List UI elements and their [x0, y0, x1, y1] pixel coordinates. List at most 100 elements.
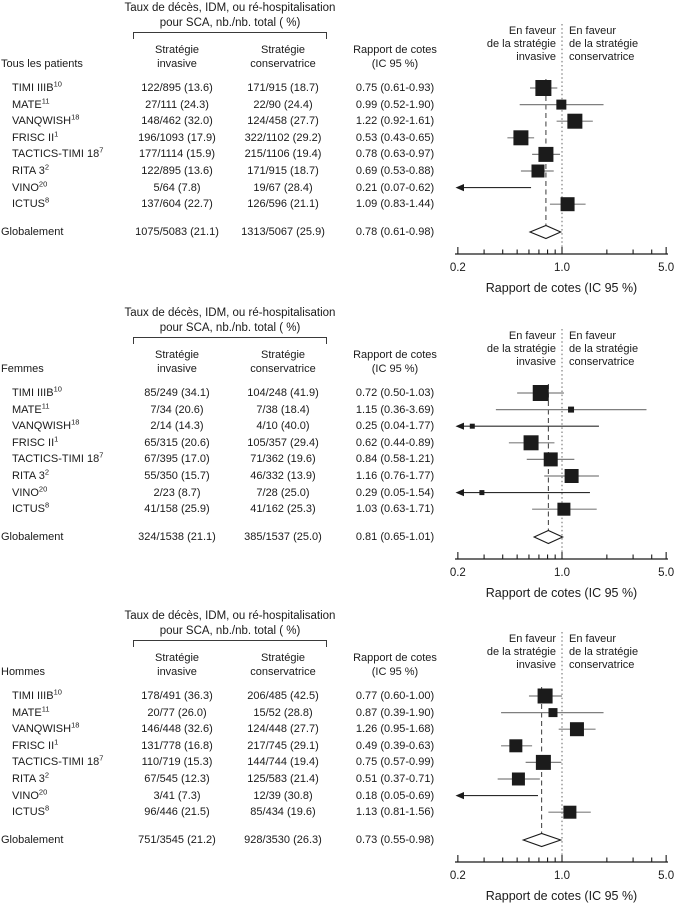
study-row: VINO20 5/64 (7.8) 19/67 (28.4) 0.21 (0.07-0… [0, 180, 460, 196]
col-header-invasive-line2: invasive [157, 363, 197, 375]
panel-all-patients: Taux de décès, IDM, ou ré-hospitalisatio… [0, 0, 675, 297]
group-label: Femmes [1, 363, 44, 375]
invasive-value: 65/315 (20.6) [144, 436, 210, 449]
study-reference-superscript: 11 [41, 703, 50, 713]
study-row: ICTUS8 96/446 (21.5) 85/434 (19.6) 1.13 (0.… [0, 804, 460, 820]
invasive-value: 96/446 (21.5) [144, 806, 210, 819]
table-title-line2: pour SCA, nb./nb. total ( %) [159, 624, 301, 637]
conservative-value: 15/52 (28.8) [253, 706, 313, 719]
favor-invasive-line3: invasive [516, 356, 556, 368]
conservative-value: 22/90 (24.4) [253, 98, 313, 111]
table-title: Taux de décès, IDM, ou ré-hospitalisatio… [95, 306, 365, 335]
title-bracket [133, 337, 327, 344]
invasive-value: 178/491 (36.3) [141, 690, 213, 702]
conservative-value: 71/362 (19.6) [250, 453, 316, 466]
study-reference-superscript: 10 [53, 79, 62, 89]
study-label: FRISC II1 [12, 434, 59, 449]
invasive-value: 7/34 (20.6) [150, 403, 204, 416]
overall-row: Globalement 1075/5083 (21.1) 1313/5067 (… [0, 224, 460, 240]
overall-row: Globalement 751/3545 (21.2) 928/3530 (26… [0, 832, 460, 848]
invasive-value: 177/1114 (15.9) [138, 148, 216, 161]
col-header-odds-ratio-line1: Rapport de cotes [353, 652, 437, 664]
conservative-value: 215/1106 (19.4) [244, 148, 322, 161]
col-header-invasive-line1: Stratégie [154, 349, 200, 361]
col-header-odds-ratio: Rapport de cotes (IC 95 %) [333, 651, 457, 679]
study-rows: TIMI IIIB10 178/491 (36.3) 206/485 (42.5) 0… [0, 608, 460, 905]
favor-conservative-label: En faveur de la stratégie conservatrice [569, 633, 675, 672]
favor-invasive-line1: En faveur [508, 330, 556, 342]
point-estimate-square [535, 80, 552, 96]
study-reference-superscript: 11 [41, 95, 50, 105]
panel-men: Taux de décès, IDM, ou ré-hospitalisatio… [0, 608, 675, 905]
study-row: TACTICS-TIMI 187 110/719 (15.3) 144/744 (1… [0, 754, 460, 770]
col-header-conservative-line1: Stratégie [260, 349, 306, 361]
overall-invasive-value: 751/3545 (21.2) [138, 834, 216, 846]
study-reference-superscript: 2 [44, 467, 49, 477]
favor-invasive-label: En faveur de la stratégie invasive [418, 330, 556, 369]
odds-ratio-value: 0.25 (0.04-1.77) [355, 420, 435, 433]
axis-tick-label: 5.0 [658, 870, 674, 882]
panel-women: Taux de décès, IDM, ou ré-hospitalisatio… [0, 305, 675, 602]
point-estimate-square [548, 708, 558, 718]
ci-left-arrow [455, 489, 464, 497]
table-title-line1: Taux de décès, IDM, ou ré-hospitalisatio… [124, 307, 336, 319]
study-label: VINO20 [12, 786, 48, 802]
point-estimate-square [569, 722, 584, 737]
study-row: TACTICS-TIMI 187 177/1114 (15.9) 215/1106 … [0, 146, 460, 162]
conservative-value: 104/248 (41.9) [247, 387, 319, 399]
favor-conservative-line1: En faveur [569, 633, 617, 645]
conservative-value: 85/434 (19.6) [250, 806, 316, 819]
study-label: RITA 32 [12, 770, 49, 785]
favor-invasive-line3: invasive [516, 51, 556, 63]
point-estimate-square [538, 146, 554, 162]
col-header-odds-ratio-line1: Rapport de cotes [353, 349, 437, 361]
study-label: ICTUS8 [12, 195, 50, 211]
axis-caption: Rapport de cotes (IC 95 %) [486, 281, 637, 295]
odds-ratio-value: 0.75 (0.57-0.99) [355, 756, 435, 769]
invasive-value: 196/1093 (17.9) [138, 131, 216, 144]
ci-left-arrow [455, 792, 464, 800]
invasive-value: 3/41 (7.3) [153, 789, 201, 802]
overall-conservative-value: 385/1537 (25.0) [244, 531, 322, 543]
invasive-value: 85/249 (34.1) [144, 387, 210, 399]
favor-invasive-line2: de la stratégie [486, 343, 556, 355]
col-header-invasive: Stratégie invasive [115, 43, 239, 71]
study-row: RITA 32 122/895 (13.6) 171/915 (18.7) 0.69 … [0, 163, 460, 179]
odds-ratio-value: 0.21 (0.07-0.62) [355, 181, 435, 194]
col-header-conservative-line2: conservatrice [250, 363, 316, 375]
title-bracket [133, 32, 327, 39]
study-label: FRISC II1 [12, 737, 59, 752]
odds-ratio-value: 0.62 (0.44-0.89) [355, 436, 435, 449]
col-header-invasive-line2: invasive [157, 666, 197, 678]
overall-label: Globalement [1, 531, 64, 543]
conservative-value: 206/485 (42.5) [247, 690, 319, 702]
study-label: TACTICS-TIMI 187 [12, 450, 104, 466]
col-header-conservative-line1: Stratégie [260, 44, 306, 56]
col-header-conservative-line2: conservatrice [250, 58, 316, 70]
odds-ratio-value: 0.77 (0.60-1.00) [355, 690, 435, 702]
invasive-value: 41/158 (25.9) [144, 503, 210, 516]
study-reference-superscript: 8 [45, 803, 50, 813]
overall-diamond [532, 529, 564, 545]
invasive-value: 20/77 (26.0) [147, 706, 207, 719]
col-header-invasive-line1: Stratégie [154, 652, 200, 664]
conservative-value: 171/915 (18.7) [247, 82, 319, 94]
point-estimate-square [523, 435, 539, 451]
invasive-value: 55/350 (15.7) [144, 470, 210, 482]
study-reference-superscript: 1 [54, 737, 59, 747]
study-label: TIMI IIIB10 [12, 384, 62, 399]
table-title-line2: pour SCA, nb./nb. total ( %) [159, 321, 301, 334]
point-estimate-square [563, 805, 577, 819]
axis-tick-label: 1.0 [554, 567, 570, 579]
axis-tick-label: 1.0 [554, 262, 570, 274]
overall-conservative-value: 1313/5067 (25.9) [241, 226, 325, 238]
study-row: VINO20 3/41 (7.3) 12/39 (30.8) 0.18 (0.05-0… [0, 788, 460, 804]
study-row: RITA 32 55/350 (15.7) 46/332 (13.9) 1.16 (0… [0, 468, 460, 484]
invasive-value: 131/778 (16.8) [141, 739, 213, 752]
conservative-value: 12/39 (30.8) [253, 789, 313, 802]
col-header-conservative: Stratégie conservatrice [221, 348, 345, 376]
study-row: FRISC II1 131/778 (16.8) 217/745 (29.1) 0.4… [0, 738, 460, 754]
study-row: VINO20 2/23 (8.7) 7/28 (25.0) 0.29 (0.05-1.… [0, 485, 460, 501]
table-title: Taux de décès, IDM, ou ré-hospitalisatio… [95, 1, 365, 30]
col-header-invasive-line1: Stratégie [154, 44, 200, 56]
